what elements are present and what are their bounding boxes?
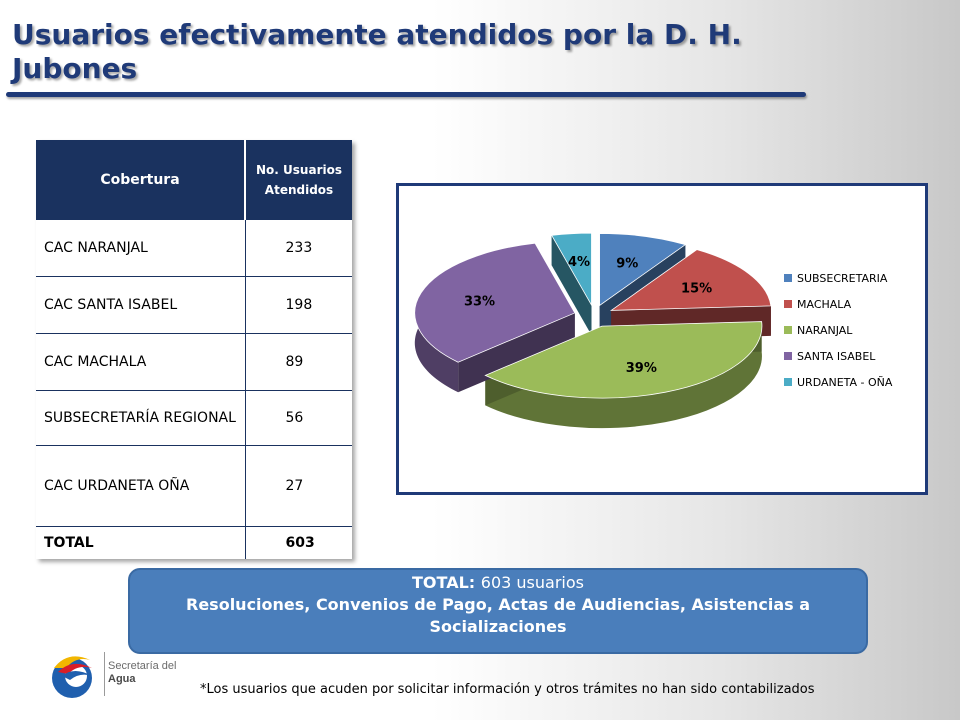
banner-total-label: TOTAL: [412, 573, 476, 592]
row-label: CAC URDANETA OÑA [36, 445, 245, 527]
pie-slice-label: 33% [464, 294, 495, 309]
secretaria-agua-logo-icon [52, 656, 92, 698]
summary-banner: TOTAL: 603 usuarios Resoluciones, Conven… [128, 568, 868, 654]
footnote: *Los usuarios que acuden por solicitar i… [200, 682, 815, 697]
pie-slice [551, 232, 592, 307]
pie-slice-label: 15% [681, 282, 712, 297]
banner-total-value: 603 usuarios [480, 573, 584, 592]
legend-swatch [784, 326, 792, 334]
legend-label: SANTA ISABEL [797, 350, 876, 363]
table-row: CAC NARANJAL 233 [36, 220, 352, 277]
table-row: CAC URDANETA OÑA 27 [36, 445, 352, 527]
row-value: 198 [244, 276, 352, 334]
pie-slice-face [551, 235, 592, 336]
pie-chart: 9% 15% 39% 33% 4% SUBSECRETARIA MACHALA NARANJA… [414, 232, 893, 429]
logo-line-2: Agua [108, 673, 136, 685]
pie-slice-face [458, 312, 575, 393]
logo-text: Secretaría del Agua [108, 660, 176, 686]
legend-swatch [784, 378, 792, 386]
pie-slice-label: 9% [616, 257, 638, 272]
row-value: 56 [244, 390, 352, 446]
total-value: 603 [244, 526, 352, 559]
legend-swatch [784, 274, 792, 282]
legend-label: SUBSECRETARIA [797, 272, 888, 285]
row-label: CAC SANTA ISABEL [36, 276, 245, 334]
logo-divider [104, 652, 105, 696]
pie-slice [599, 233, 687, 307]
legend-swatch [784, 352, 792, 360]
legend-label: MACHALA [797, 298, 852, 311]
table-header-cobertura: Cobertura [36, 140, 246, 220]
legend-swatch [784, 300, 792, 308]
slide-title: Usuarios efectivamente atendidos por la … [12, 18, 742, 85]
legend-label: NARANJAL [797, 324, 853, 337]
pie-slice-label: 39% [626, 361, 657, 376]
table-total-row: TOTAL 603 [36, 526, 352, 559]
pie-chart-frame: 9% 15% 39% 33% 4% SUBSECRETARIA MACHALA NARANJA… [396, 183, 928, 495]
pie-slice [484, 321, 763, 399]
banner-total-line: TOTAL: 603 usuarios [130, 572, 866, 594]
pie-slice-label: 4% [568, 255, 590, 270]
banner-description: Resoluciones, Convenios de Pago, Actas d… [186, 595, 810, 636]
title-underline [6, 92, 806, 97]
pie-slice-side [485, 321, 762, 429]
legend-label: URDANETA - OÑA [797, 376, 893, 389]
table-row: SUBSECRETARÍA REGIONAL 56 [36, 390, 352, 446]
coverage-table: Cobertura No. Usuarios Atendidos CAC NAR… [36, 140, 352, 559]
logo-line-1: Secretaría del [108, 660, 177, 672]
row-label: CAC NARANJAL [36, 220, 245, 277]
table-header-usuarios: No. Usuarios Atendidos [245, 140, 352, 220]
table-row: CAC SANTA ISABEL 198 [36, 276, 352, 334]
pie-slice [609, 249, 772, 311]
row-label: CAC MACHALA [36, 333, 245, 391]
table-header-row: Cobertura No. Usuarios Atendidos [36, 140, 352, 220]
row-label: SUBSECRETARÍA REGIONAL [36, 390, 245, 446]
row-value: 89 [244, 333, 352, 391]
pie-slice [414, 242, 576, 363]
row-value: 27 [244, 445, 352, 527]
table-row: CAC MACHALA 89 [36, 333, 352, 391]
total-label: TOTAL [44, 535, 94, 551]
row-value: 233 [244, 220, 352, 277]
